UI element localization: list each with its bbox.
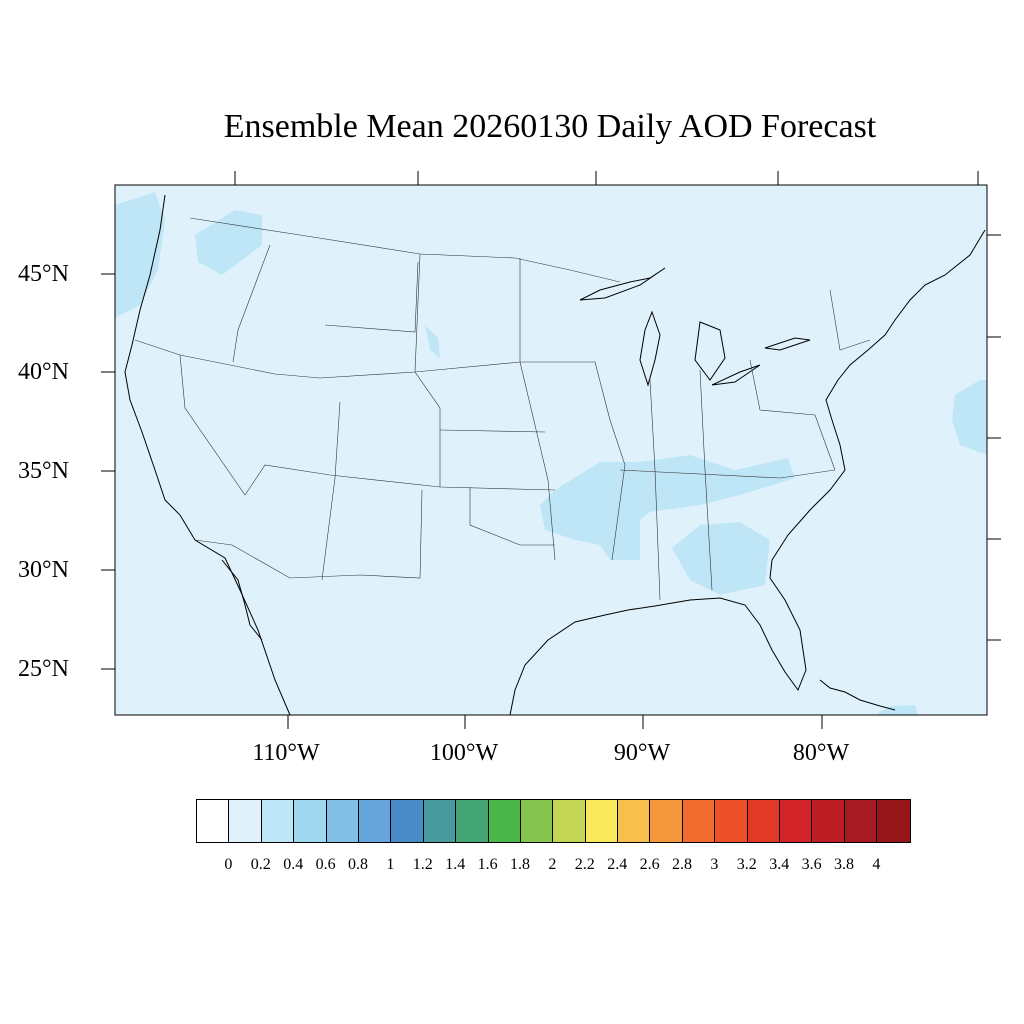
colorbar-swatch [682,800,716,842]
colorbar-swatch [456,800,489,842]
colorbar-label: 2.4 [607,856,628,873]
colorbar-swatch [326,800,359,842]
colorbar-label: 1.4 [445,856,466,873]
border-central [519,258,556,561]
aod-patches [115,192,987,715]
colorbar-label: 3 [710,856,719,873]
colorbar-swatch [618,800,651,842]
colorbar-swatch [585,800,619,842]
colorbar-label: 1.6 [477,856,498,873]
coastline [124,194,986,716]
aod-patch-caribbean [875,705,918,715]
cuba-coast [819,679,896,711]
border-virginia [749,359,836,471]
colorbar-label: 3.8 [834,856,854,873]
chart-title: Ensemble Mean 20260130 Daily AOD Forecas… [223,108,877,145]
colorbar-label: 2.6 [639,856,660,873]
baja-coast [221,559,263,641]
colorbar-swatch [715,800,748,842]
colorbar-label: 0.4 [283,856,304,873]
aod-patch-atlantic [952,380,987,455]
colorbar-label: 1.2 [412,856,433,873]
border-mississippi [594,361,626,561]
border-line-2 [244,464,556,496]
colorbar-swatch [553,800,586,842]
colorbar-swatch [261,800,295,842]
lake-ontario [764,337,811,351]
lat-label-40: 40°N [18,359,69,385]
lon-label-100: 100°W [429,740,499,766]
colorbar-swatch [780,800,813,842]
lake-huron [694,321,726,381]
colorbar-swatch [358,800,392,842]
colorbar-label: 0.2 [250,856,271,873]
colorbar-label: 3.2 [736,856,757,873]
lat-label-25: 25°N [18,656,69,682]
west-coastline [124,194,291,716]
us-canada-border [189,217,621,283]
lon-label-90: 90°W [613,740,671,766]
aod-patch-dakota [425,325,440,358]
border-idaho [232,244,271,363]
colorbar-swatch [650,800,683,842]
border-new-mexico [321,401,341,581]
colorbar-swatch [747,800,781,842]
colorbar-swatch [294,800,327,842]
colorbar-swatch [423,800,457,842]
colorbar-label: 3.6 [801,856,822,873]
map-background [115,185,987,715]
border-new-england [829,289,871,351]
map-frame [114,184,988,716]
colorbar-swatch [197,800,230,842]
border-alabama [649,379,661,601]
colorbar-label: 0.8 [348,856,368,873]
colorbar-label: 0 [224,856,233,873]
colorbar-swatch [391,800,424,842]
colorbar-label: 2.2 [574,856,595,873]
border-nevada [179,354,246,496]
colorbar-swatch [812,800,845,842]
lon-label-110: 110°W [252,740,320,766]
colorbar-swatch [844,800,878,842]
border-kansas [439,429,546,433]
lake-erie [711,364,761,386]
colorbar-labels: 0 0.2 0.4 0.6 0.8 1 1.2 1.4 1.6 1.8 2 2.2 2.4 2.6 2.8 3… [0,856,1024,876]
aod-patch-northwest [115,192,165,318]
lat-label-35: 35°N [18,458,69,484]
borders [134,217,871,601]
us-mexico-border [194,489,423,579]
colorbar-swatch [877,800,910,842]
east-coastline [509,229,986,716]
border-wyoming [324,261,419,333]
border-tennessee [619,469,836,479]
colorbar-swatch [229,800,262,842]
colorbar-label: 2.8 [672,856,692,873]
colorbar-label: 3.4 [769,856,790,873]
border-dakotas [414,253,441,487]
colorbar-swatch [520,800,554,842]
colorbar-label: 1.8 [510,856,530,873]
colorbar-swatch [488,800,521,842]
lat-label-30: 30°N [18,557,69,583]
lake-superior [579,267,666,301]
aod-patch-south-central [540,455,795,560]
tick-marks [101,171,1001,729]
lat-label-45: 45°N [18,261,69,287]
border-georgia [699,369,713,591]
lake-michigan [639,310,661,387]
colorbar-label: 0.6 [315,856,336,873]
colorbar-label: 2 [548,856,557,873]
colorbar-label: 1 [386,856,395,873]
border-oklahoma [469,487,555,546]
colorbar [196,799,911,843]
aod-patch-georgia [672,522,770,595]
lon-label-80: 80°W [792,740,850,766]
colorbar-label: 4 [872,856,881,873]
